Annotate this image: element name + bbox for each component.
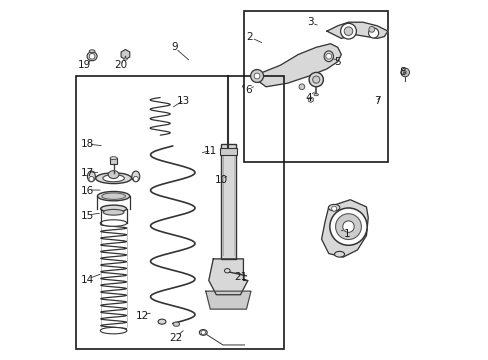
Text: 11: 11	[203, 146, 217, 156]
Ellipse shape	[328, 204, 339, 211]
Circle shape	[298, 84, 304, 90]
Ellipse shape	[87, 171, 95, 182]
Text: 1: 1	[343, 229, 349, 239]
Ellipse shape	[96, 173, 131, 184]
Circle shape	[340, 23, 356, 39]
Ellipse shape	[89, 50, 95, 53]
Ellipse shape	[132, 171, 140, 182]
Text: 3: 3	[307, 17, 313, 27]
Circle shape	[368, 27, 374, 32]
Ellipse shape	[199, 329, 207, 335]
Ellipse shape	[158, 319, 165, 324]
Polygon shape	[326, 22, 387, 39]
Ellipse shape	[101, 205, 126, 212]
Bar	[76, 76, 284, 348]
Ellipse shape	[100, 327, 126, 334]
Bar	[244, 12, 387, 162]
Text: 22: 22	[169, 333, 183, 343]
Circle shape	[344, 27, 352, 36]
Circle shape	[331, 206, 336, 211]
Ellipse shape	[87, 52, 97, 61]
Circle shape	[342, 221, 353, 232]
Polygon shape	[208, 259, 247, 295]
Bar	[110, 158, 117, 164]
Text: 18: 18	[81, 139, 94, 149]
Ellipse shape	[108, 171, 119, 179]
Text: 16: 16	[81, 186, 94, 196]
Text: 13: 13	[177, 96, 190, 106]
Text: 20: 20	[114, 60, 127, 70]
Ellipse shape	[242, 85, 248, 88]
Text: 14: 14	[81, 275, 94, 285]
Text: 12: 12	[135, 311, 149, 321]
Text: 17: 17	[81, 168, 94, 178]
Circle shape	[254, 73, 260, 79]
Ellipse shape	[110, 157, 117, 159]
Text: 4: 4	[305, 93, 312, 103]
Polygon shape	[321, 200, 367, 257]
Text: 6: 6	[244, 85, 251, 95]
Ellipse shape	[313, 94, 318, 96]
Text: 15: 15	[81, 211, 94, 221]
Ellipse shape	[102, 193, 125, 199]
Ellipse shape	[224, 269, 230, 273]
Polygon shape	[205, 291, 250, 309]
Ellipse shape	[103, 210, 124, 215]
Ellipse shape	[100, 220, 126, 226]
Ellipse shape	[378, 85, 380, 89]
Ellipse shape	[97, 192, 129, 201]
Text: 7: 7	[373, 96, 380, 106]
Ellipse shape	[173, 322, 179, 326]
Circle shape	[308, 72, 323, 87]
Text: 9: 9	[171, 42, 178, 52]
Circle shape	[335, 214, 361, 239]
Ellipse shape	[334, 251, 344, 257]
Text: 19: 19	[78, 60, 91, 70]
Circle shape	[89, 176, 94, 181]
Circle shape	[312, 76, 319, 83]
Text: 21: 21	[234, 272, 247, 282]
Ellipse shape	[123, 58, 127, 60]
Circle shape	[325, 53, 331, 59]
Circle shape	[89, 53, 95, 59]
Bar	[221, 144, 235, 259]
Circle shape	[403, 71, 406, 74]
Circle shape	[400, 68, 408, 77]
Text: 10: 10	[214, 175, 227, 185]
Ellipse shape	[324, 51, 333, 62]
Bar	[219, 148, 237, 155]
Circle shape	[250, 69, 263, 82]
Ellipse shape	[102, 175, 124, 182]
Circle shape	[368, 28, 378, 38]
Text: 2: 2	[246, 32, 253, 41]
Circle shape	[133, 176, 138, 181]
Text: 5: 5	[334, 57, 340, 67]
Circle shape	[329, 208, 366, 245]
Circle shape	[201, 330, 205, 334]
Text: 8: 8	[398, 67, 405, 77]
Polygon shape	[251, 44, 341, 87]
